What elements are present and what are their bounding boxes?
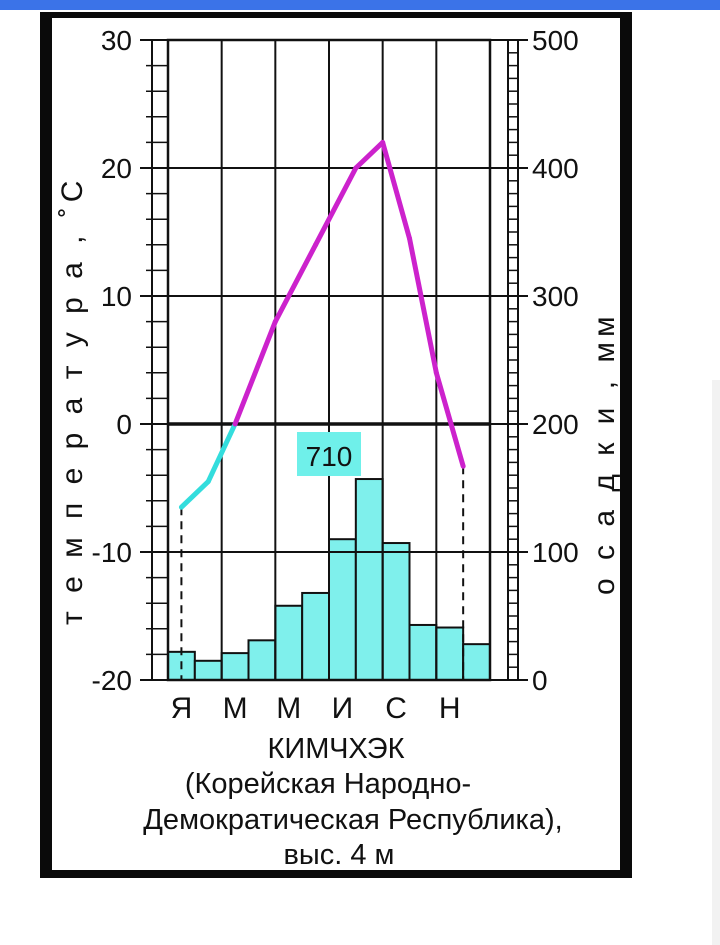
caption-line-3: выс. 4 м — [284, 839, 395, 871]
month-label: Я — [171, 692, 193, 725]
precip-bar-5 — [274, 604, 304, 682]
caption-line-2: Демократическая Республика), — [143, 804, 562, 836]
left-tick-label: 10 — [101, 281, 132, 312]
precip-bar-10 — [408, 623, 438, 682]
station-name: КИМЧХЭК — [268, 733, 405, 765]
right-axis-tick-labels: 500 400 300 200 100 0 — [532, 25, 579, 696]
left-tick-label: -20 — [92, 665, 132, 696]
month-label: М — [223, 692, 248, 725]
top-accent-bar — [0, 0, 720, 10]
temperature-segment-warm — [433, 370, 466, 469]
temperature-line — [178, 139, 466, 510]
right-tick-label: 0 — [532, 665, 548, 696]
temperature-segment-warm — [380, 139, 412, 241]
precip-bar-3 — [220, 652, 250, 681]
caption-line-1: (Корейская Народно- — [185, 768, 471, 800]
month-label: М — [276, 692, 301, 725]
right-tick-label: 200 — [532, 409, 579, 440]
side-panel — [712, 380, 720, 945]
precip-bar-6 — [301, 591, 330, 682]
right-tick-label: 500 — [532, 25, 579, 56]
left-tick-label: -10 — [92, 537, 132, 568]
temperature-segment-cold — [178, 479, 211, 510]
temperature-segment-warm — [313, 165, 359, 248]
left-axis-title: т е м п е р а т у р а , ˚С — [56, 176, 89, 625]
temperature-segment-warm — [232, 319, 278, 427]
month-label: Н — [439, 692, 461, 725]
chart-grid — [166, 38, 492, 682]
precip-bar-9 — [381, 542, 411, 681]
left-axis-tick-labels: 30 20 10 0 -10 -20 — [92, 25, 132, 696]
right-axis-title: о с а д к и , мм — [588, 311, 621, 595]
precip-bar-11 — [435, 626, 465, 682]
precipitation-bars — [167, 478, 491, 682]
precip-bar-8 — [354, 478, 384, 682]
temperature-segment-warm — [407, 235, 439, 376]
temperature-segment-warm — [272, 242, 319, 325]
right-tick-label: 400 — [532, 153, 579, 184]
left-tick-label: 20 — [101, 153, 132, 184]
annual-precipitation-label: 710 — [306, 441, 353, 472]
temperature-segment-warm — [353, 139, 386, 171]
right-tick-label: 100 — [532, 537, 579, 568]
left-tick-label: 0 — [116, 409, 132, 440]
axis-ticks — [140, 39, 528, 681]
temperature-segment-cold — [205, 421, 238, 485]
right-tick-label: 300 — [532, 281, 579, 312]
precip-bar-2 — [193, 659, 223, 681]
precip-bar-4 — [247, 639, 277, 682]
precip-bar-7 — [328, 538, 357, 682]
month-label: И — [332, 692, 354, 725]
annual-precipitation-box — [297, 432, 361, 476]
left-tick-label: 30 — [101, 25, 132, 56]
precip-bar-12 — [462, 643, 491, 681]
month-label: С — [385, 692, 407, 725]
